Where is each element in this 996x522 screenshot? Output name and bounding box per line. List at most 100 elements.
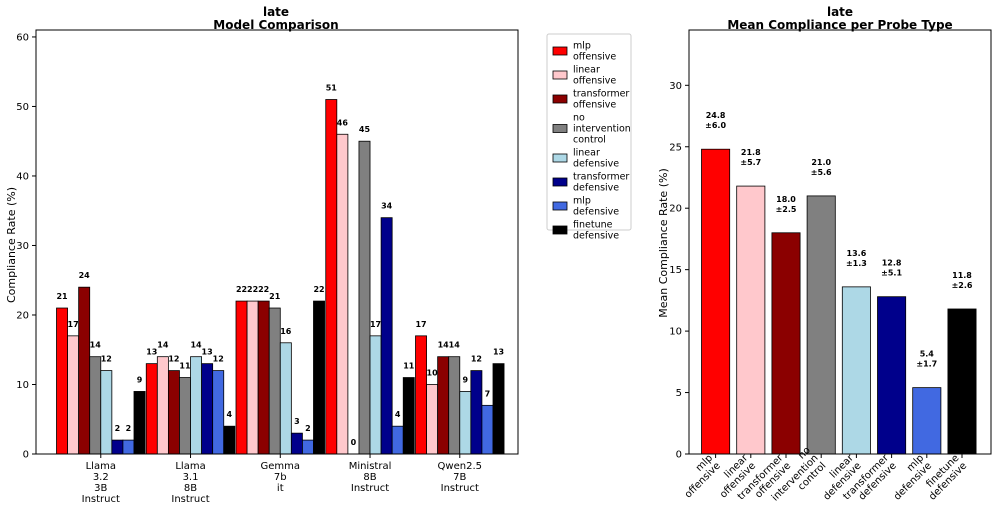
- data-label: 22: [313, 285, 324, 294]
- mean-error-label: ±2.5: [776, 205, 797, 214]
- bar: [380, 217, 393, 455]
- bar: [78, 286, 91, 455]
- plot-frame: [688, 29, 992, 455]
- left-chart-subtitle: Model Comparison: [213, 18, 338, 32]
- bar: [459, 391, 472, 455]
- bar: [111, 439, 124, 455]
- data-label: 12: [471, 355, 482, 364]
- data-label: 9: [137, 375, 143, 384]
- legend-swatch: [552, 153, 568, 163]
- data-label: 11: [403, 362, 415, 371]
- data-label: 12: [101, 355, 112, 364]
- bar: [246, 300, 259, 455]
- data-label: 17: [68, 320, 79, 329]
- legend-swatch: [552, 70, 568, 80]
- data-label: 14: [190, 341, 202, 350]
- legend-label: linear defensive: [573, 148, 619, 170]
- y-tick-label: 15: [669, 265, 682, 276]
- x-tick-label: Ministral 8B Instruct: [349, 461, 392, 494]
- data-label: 21: [56, 292, 68, 301]
- bar: [402, 377, 415, 455]
- bar: [358, 140, 371, 455]
- right-chart-bars: 24.8±6.0 21.8±5.7 18.0±2.5 21.0±5.6 13.6±1.3…: [701, 111, 977, 455]
- y-tick-label: 5: [676, 388, 682, 399]
- data-label: 13: [146, 348, 157, 357]
- bar: [201, 363, 214, 455]
- mean-value-label: 21.0: [811, 158, 831, 167]
- x-tick-label: Qwen2.5 7B Instruct: [438, 461, 482, 494]
- mean-error-label: ±5.6: [811, 168, 832, 177]
- bar: [290, 432, 303, 455]
- data-label: 13: [493, 348, 504, 357]
- bar: [325, 99, 338, 455]
- bar: [313, 300, 325, 455]
- legend-swatch: [552, 177, 568, 187]
- right-chart-subtitle: Mean Compliance per Probe Type: [727, 18, 952, 32]
- bar: [235, 300, 248, 455]
- bar: [67, 335, 80, 455]
- data-label: 22: [258, 285, 269, 294]
- y-tick-label: 20: [16, 310, 29, 321]
- mean-error-label: ±2.6: [952, 281, 973, 290]
- y-tick-label: 10: [16, 380, 29, 391]
- data-label: 14: [157, 341, 169, 350]
- data-label: 14: [438, 341, 450, 350]
- data-label: 13: [202, 348, 213, 357]
- x-tick-label: mlpoffensive: [675, 453, 723, 501]
- y-tick-label: 20: [669, 204, 682, 215]
- bar: [279, 342, 292, 455]
- mean-error-label: ±5.7: [740, 158, 761, 167]
- bar: [133, 391, 146, 455]
- bar: [89, 356, 102, 455]
- y-tick-label: 30: [16, 241, 29, 252]
- data-label: 12: [168, 355, 179, 364]
- x-tick-label: finetunedefensive: [919, 453, 969, 503]
- legend-label: mlp offensive: [573, 41, 616, 63]
- legend-frame: [546, 33, 632, 231]
- data-label: 14: [449, 341, 461, 350]
- left-chart-bars: 2113225117171422461024122201414112145141…: [56, 84, 505, 455]
- bar: [167, 370, 180, 455]
- mean-bar: [912, 387, 942, 455]
- data-label: 2: [126, 424, 132, 433]
- bar: [336, 133, 349, 455]
- data-label: 10: [427, 368, 439, 377]
- right-chart-title: late: [827, 5, 853, 19]
- legend-label: mlp defensive: [573, 196, 619, 218]
- legend-swatch: [552, 94, 568, 104]
- data-label: 9: [463, 375, 469, 384]
- data-label: 7: [485, 389, 491, 398]
- data-label: 17: [415, 320, 426, 329]
- legend-swatch: [552, 201, 568, 211]
- data-label: 34: [381, 202, 393, 211]
- legend-swatch: [552, 46, 568, 56]
- x-tick-label: Gemma 7b it: [261, 461, 301, 494]
- mean-bar: [736, 185, 766, 455]
- data-label: 4: [395, 410, 401, 419]
- bar: [100, 370, 113, 455]
- bar: [122, 439, 135, 455]
- mean-bar: [701, 148, 731, 455]
- bar: [437, 356, 450, 455]
- legend-label: transformer offensive: [573, 89, 629, 111]
- mean-bar: [806, 195, 836, 455]
- bar: [156, 356, 169, 455]
- bar: [56, 307, 68, 455]
- mean-bar: [841, 286, 871, 455]
- mean-value-label: 21.8: [741, 148, 761, 157]
- bar: [492, 363, 505, 455]
- mean-error-label: ±1.7: [916, 360, 937, 369]
- mean-error-label: ±6.0: [705, 121, 726, 130]
- legend-swatch: [552, 225, 568, 235]
- mean-bar: [771, 232, 801, 455]
- data-label: 2: [115, 424, 121, 433]
- y-tick-label: 0: [676, 450, 682, 461]
- data-label: 45: [359, 125, 371, 134]
- mean-value-label: 13.6: [847, 249, 867, 258]
- legend-label: transformer defensive: [573, 172, 629, 194]
- bar: [415, 335, 427, 455]
- data-label: 0: [351, 438, 357, 447]
- x-tick-label: Llama 3.1 8B Instruct: [171, 461, 209, 505]
